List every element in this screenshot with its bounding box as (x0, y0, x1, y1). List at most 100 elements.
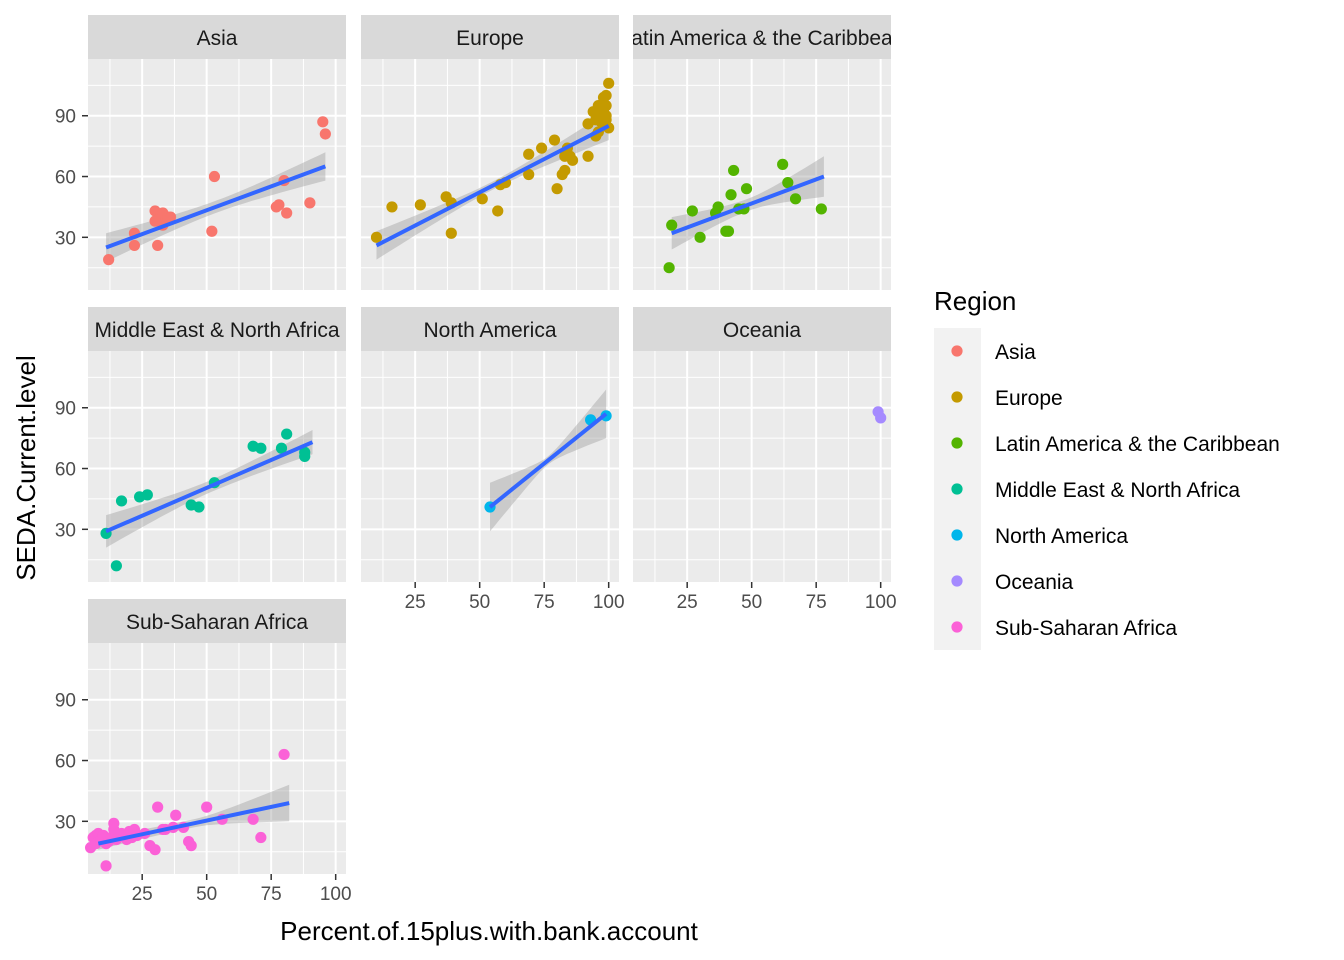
legend-key (951, 437, 963, 449)
data-point (255, 442, 267, 454)
data-point (492, 205, 504, 217)
facet-north-america: North America 25 50 75 100 (361, 307, 625, 613)
x-tick-label: 100 (320, 884, 352, 905)
facet-strip (361, 15, 619, 59)
panel-background (88, 351, 346, 582)
facet-europe: Europe (361, 15, 619, 290)
data-point (789, 193, 802, 205)
facet-strip-label: North America (423, 319, 556, 342)
y-tick-label: 60 (55, 752, 76, 773)
x-tick-label: 75 (534, 592, 555, 613)
x-tick-label: 75 (261, 884, 282, 905)
panel-background (361, 351, 619, 582)
y-tick-label: 30 (55, 228, 76, 249)
data-point (208, 170, 221, 183)
legend-label: Latin America & the Caribbean (995, 433, 1280, 456)
regression-line (105, 440, 314, 534)
data-point (815, 203, 827, 215)
facet-strip-label: Sub-Saharan Africa (126, 611, 308, 634)
data-point (206, 225, 218, 237)
facet-strip-label: Asia (197, 27, 238, 50)
data-point (536, 142, 548, 154)
regression-line (105, 164, 327, 250)
data-point (386, 201, 398, 213)
data-point (152, 801, 164, 813)
data-point (600, 110, 612, 122)
data-point (281, 207, 293, 219)
regression-line (97, 801, 290, 846)
data-point (247, 813, 259, 825)
legend: Asia Europe Latin America & the Caribbean M… (934, 328, 1280, 650)
data-point (275, 442, 288, 454)
y-tick-label: 60 (55, 460, 76, 481)
x-tick-label: 50 (741, 592, 762, 613)
facet-oceania: Oceania 25 50 75 100 (633, 307, 897, 613)
data-point (712, 201, 724, 213)
legend-key (951, 529, 963, 541)
data-point (603, 77, 615, 89)
data-point (476, 193, 488, 205)
x-tick-label: 50 (196, 884, 217, 905)
x-axis-title: Percent.of.15plus.with.bank.account (280, 916, 698, 946)
facet-asia: Asia 30 60 90 (55, 15, 346, 290)
data-point (694, 231, 706, 243)
data-point (299, 450, 311, 462)
panel-background (633, 351, 891, 582)
data-point (149, 844, 161, 856)
data-point (317, 116, 329, 128)
data-point (686, 205, 698, 217)
y-tick-label: 30 (55, 812, 76, 833)
x-tick-label: 100 (593, 592, 625, 613)
data-point (319, 128, 331, 140)
x-tick-label: 25 (405, 592, 426, 613)
facet-strip (633, 15, 891, 59)
legend-label: Europe (995, 387, 1063, 410)
y-tick-label: 90 (55, 399, 76, 420)
data-point (551, 183, 563, 195)
data-point (152, 239, 164, 252)
data-point (273, 199, 285, 211)
data-point (600, 100, 612, 112)
regression-line (488, 412, 608, 509)
data-point (100, 860, 112, 872)
legend-key (951, 483, 963, 495)
facet-latin-america-the-caribbean: Latin America & the Caribbean (620, 15, 905, 290)
legend-label: Sub-Saharan Africa (995, 617, 1177, 640)
facet-strip (633, 307, 891, 351)
data-point (193, 501, 205, 513)
data-point (523, 148, 535, 160)
data-point (600, 89, 612, 102)
facet-strip (361, 307, 619, 351)
data-point (108, 817, 120, 829)
data-point (414, 199, 426, 211)
y-axis-title: SEDA.Current.level (11, 355, 41, 580)
data-point (128, 239, 141, 252)
data-point (115, 495, 128, 507)
data-point (255, 831, 267, 844)
legend-label: Asia (995, 341, 1036, 364)
data-point (103, 254, 115, 266)
data-point (185, 840, 197, 852)
data-point (170, 809, 182, 821)
panel-background (633, 59, 891, 290)
data-point (782, 177, 794, 189)
y-tick-label: 90 (55, 107, 76, 128)
facet-strip (88, 599, 346, 643)
facet-strip-label: Latin America & the Caribbean (620, 27, 905, 50)
data-point (725, 189, 737, 201)
data-point (523, 168, 535, 181)
data-point (875, 412, 887, 424)
data-point (304, 197, 316, 209)
data-point (559, 164, 571, 177)
data-point (110, 560, 122, 572)
facet-sub-saharan-africa: Sub-Saharan Africa 30 60 90 25 50 75 100 (55, 599, 352, 905)
panel-background (361, 59, 619, 290)
x-tick-label: 25 (132, 884, 153, 905)
data-point (141, 489, 153, 501)
facet-middle-east-north-africa: Middle East & North Africa 30 60 90 (55, 307, 346, 582)
facet-strip-label: Europe (456, 27, 524, 50)
legend-key (951, 621, 963, 633)
y-tick-label: 90 (55, 691, 76, 712)
data-point (740, 183, 753, 195)
